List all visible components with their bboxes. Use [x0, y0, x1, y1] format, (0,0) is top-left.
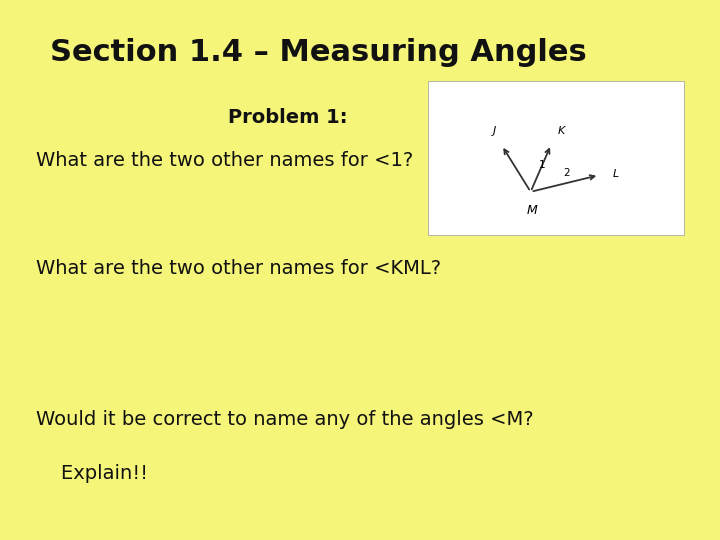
Text: 1: 1	[539, 160, 546, 170]
Text: What are the two other names for <1?: What are the two other names for <1?	[36, 151, 413, 170]
Text: 2: 2	[563, 168, 570, 178]
Text: L: L	[613, 169, 619, 179]
Bar	[428, 81, 684, 235]
Text: Explain!!: Explain!!	[36, 464, 148, 483]
Text: K: K	[558, 126, 565, 136]
Text: Section 1.4 – Measuring Angles: Section 1.4 – Measuring Angles	[50, 38, 587, 67]
Text: J: J	[493, 126, 496, 136]
Text: M: M	[527, 204, 537, 217]
Text: What are the two other names for <KML?: What are the two other names for <KML?	[36, 259, 441, 278]
Text: Would it be correct to name any of the angles <M?: Would it be correct to name any of the a…	[36, 410, 534, 429]
Text: Problem 1:: Problem 1:	[228, 108, 348, 127]
